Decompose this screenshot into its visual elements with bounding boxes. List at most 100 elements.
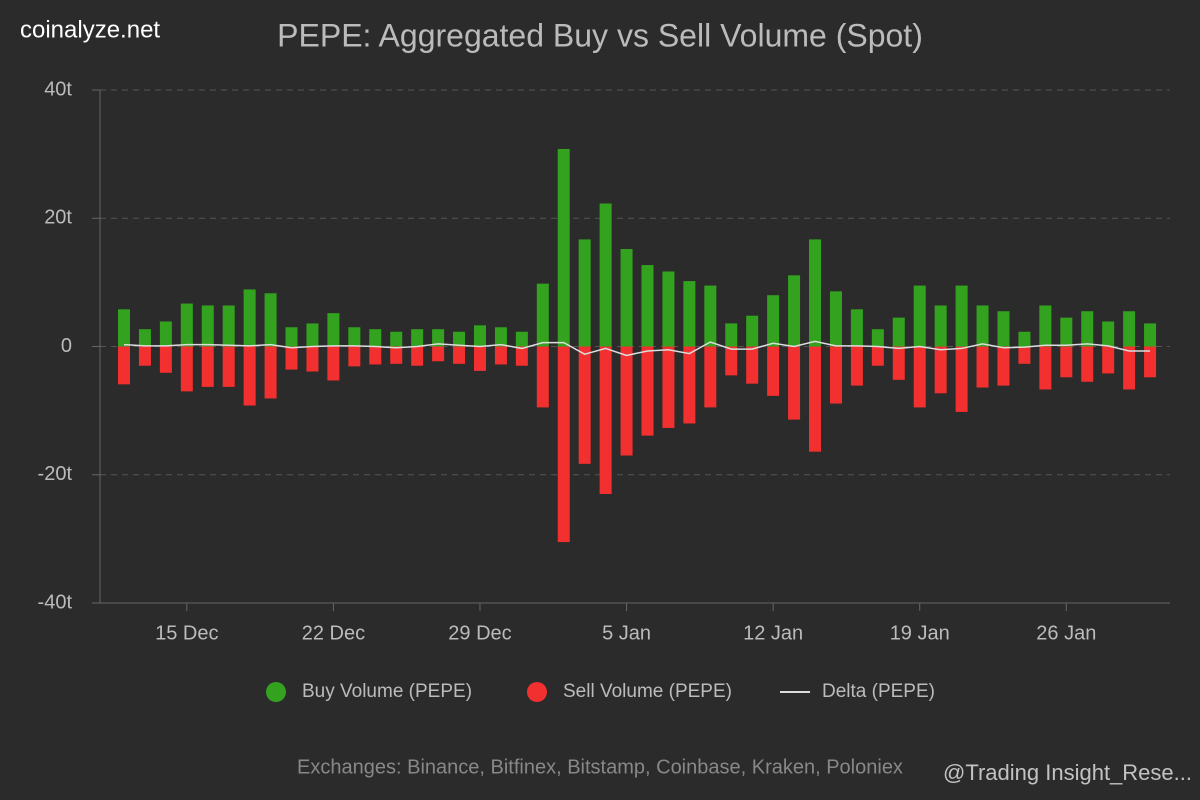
bar (976, 346, 989, 388)
y-tick-label: 40t (44, 78, 72, 100)
bar (997, 346, 1010, 386)
bar (1060, 317, 1073, 347)
bar (809, 239, 822, 347)
bar (767, 346, 780, 396)
brand: coinalyze.net (20, 16, 160, 43)
bar (934, 346, 947, 394)
bar (829, 346, 842, 404)
bar (892, 317, 905, 347)
bar (159, 321, 172, 347)
bar (683, 281, 696, 347)
bar (641, 265, 654, 347)
x-tick-label: 5 Jan (602, 622, 651, 644)
bar (369, 346, 382, 365)
y-tick-label: 20t (44, 207, 72, 229)
bar (704, 346, 717, 408)
bar (222, 305, 235, 347)
x-tick-label: 15 Dec (155, 622, 218, 644)
bar (411, 346, 424, 366)
bar (411, 329, 424, 347)
bar (243, 346, 256, 406)
bar (348, 346, 361, 367)
watermark: @Trading Insight_Rese... (943, 760, 1192, 785)
bar (955, 285, 968, 347)
x-tick-label: 19 Jan (890, 622, 950, 644)
delta-line (123, 340, 1151, 357)
bar (494, 327, 507, 347)
y-tick-label: 0 (61, 335, 72, 357)
x-tick-label: 29 Dec (448, 622, 511, 644)
bar (871, 329, 884, 347)
bar (725, 346, 738, 376)
bar (829, 291, 842, 347)
bar (788, 346, 801, 420)
x-tick-label: 12 Jan (743, 622, 803, 644)
bar (515, 331, 528, 347)
bar (599, 203, 612, 347)
bar (1102, 346, 1115, 374)
bar (704, 285, 717, 347)
bar (913, 346, 926, 408)
bar (494, 346, 507, 365)
bar (578, 346, 591, 464)
bar (1102, 321, 1115, 347)
bar (138, 346, 151, 366)
bar (118, 346, 130, 385)
bar (390, 331, 403, 347)
bar (536, 346, 549, 408)
bar (557, 148, 570, 347)
bar (746, 315, 759, 347)
bar (850, 346, 863, 386)
bar (453, 331, 466, 347)
bar (871, 346, 884, 366)
x-tick-label: 26 Jan (1036, 622, 1096, 644)
bar (222, 346, 235, 387)
bar (306, 323, 319, 347)
bar (1144, 346, 1157, 378)
bar (327, 313, 340, 347)
bar (934, 305, 947, 347)
bar (892, 346, 905, 380)
legend-label: Buy Volume (PEPE) (302, 681, 472, 702)
bar (641, 346, 654, 436)
bar (1039, 305, 1052, 347)
bar (850, 309, 863, 347)
bar (285, 327, 298, 347)
legend-marker (266, 682, 286, 702)
bar (955, 346, 968, 412)
bar (536, 283, 549, 347)
bar (348, 327, 361, 347)
bar (599, 346, 612, 494)
footer: Exchanges: Binance, Bitfinex, Bitstamp, … (297, 756, 903, 778)
bar (997, 311, 1010, 347)
chart-title: PEPE: Aggregated Buy vs Sell Volume (Spo… (277, 17, 923, 53)
bar (788, 275, 801, 347)
bar (473, 325, 486, 347)
y-tick-label: -20t (38, 463, 73, 485)
legend-label: Delta (PEPE) (822, 681, 935, 702)
bar (264, 293, 277, 347)
bar (1123, 311, 1136, 347)
bar (976, 305, 989, 347)
bar (662, 346, 675, 428)
bar (557, 346, 570, 543)
bar (620, 346, 633, 456)
bar (369, 329, 382, 347)
bar (746, 346, 759, 384)
bar (767, 295, 780, 347)
bar (243, 289, 256, 347)
bar (683, 346, 696, 424)
bar (473, 346, 486, 371)
bar (725, 323, 738, 347)
y-tick-label: -40t (38, 591, 73, 613)
bar (578, 239, 591, 347)
legend-label: Sell Volume (PEPE) (563, 681, 732, 702)
bar (515, 346, 528, 366)
bar (159, 346, 172, 373)
bar (264, 346, 277, 399)
bar (432, 346, 445, 362)
bar (138, 329, 151, 347)
bar (118, 309, 130, 347)
bar (1039, 346, 1052, 390)
